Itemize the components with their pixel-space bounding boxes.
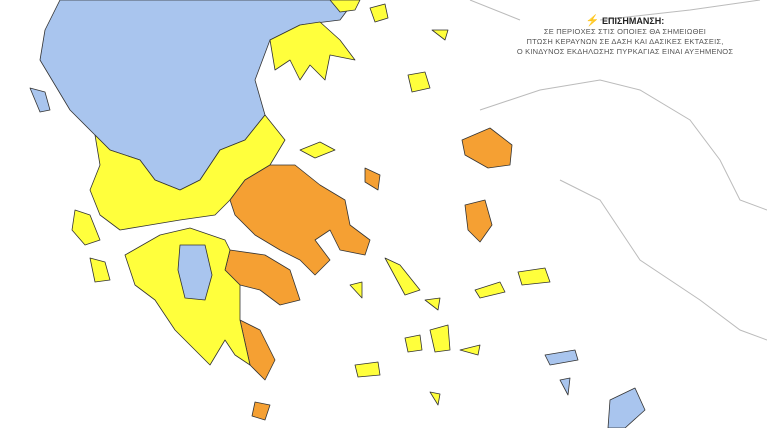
region-arcadia-blue (177, 244, 213, 301)
region-corfu-blue (29, 87, 51, 113)
note-line: ΣΕ ΠΕΡΙΟΧΕΣ ΣΤΙΣ ΟΠΟΙΕΣ ΘΑ ΣΗΜΕΙΩΘΕΙ (543, 27, 707, 36)
island-kythira (251, 401, 271, 421)
island-limnos (407, 71, 431, 93)
island-lefkada (71, 209, 101, 246)
coastline (469, 0, 767, 341)
island-skyros (364, 167, 381, 191)
island-tinos (424, 297, 441, 311)
warning-note: ⚡ ΕΠΙΣΗΜΑΝΣΗ: ΣΕ ΠΕΡΙΟΧΕΣ ΣΤΙΣ ΟΠΟΙΕΣ ΘΑ… (490, 14, 760, 57)
island-kea (349, 281, 363, 299)
island-andros (384, 257, 421, 296)
island-milos (354, 361, 381, 378)
region-chalkidiki (269, 21, 356, 81)
island-samos (517, 267, 551, 286)
note-line: ΠΤΩΣΗ ΚΕΡΑΥΝΩΝ ΣΕ ΔΑΣΗ ΚΑΙ ΔΑΣΙΚΕΣ ΕΚΤΑΣ… (526, 37, 724, 46)
region-attica-euboea (229, 164, 371, 276)
island-santorini (429, 391, 441, 406)
island-lesvos (461, 127, 513, 169)
island-amorgos (459, 344, 481, 356)
island-chios (464, 199, 493, 243)
note-title: ΕΠΙΣΗΜΑΝΣΗ: (601, 16, 665, 26)
island-kos (544, 349, 579, 366)
island-rhodes (607, 387, 646, 428)
island-paros (404, 334, 423, 353)
island-samothrace (431, 29, 449, 41)
island-naxos (429, 324, 451, 353)
island-kefalonia (89, 257, 111, 283)
island-ikaria (474, 281, 506, 299)
island-thasos (369, 3, 389, 23)
island-karpathos (559, 377, 571, 396)
island-sporades (299, 141, 336, 159)
region-thrace (329, 0, 361, 13)
lightning-icon: ⚡ (585, 15, 600, 27)
note-line: Ο ΚΙΝΔΥΝΟΣ ΕΚΔΗΛΩΣΗΣ ΠΥΡΚΑΓΙΑΣ ΕΙΝΑΙ ΑΥΞ… (516, 47, 734, 56)
